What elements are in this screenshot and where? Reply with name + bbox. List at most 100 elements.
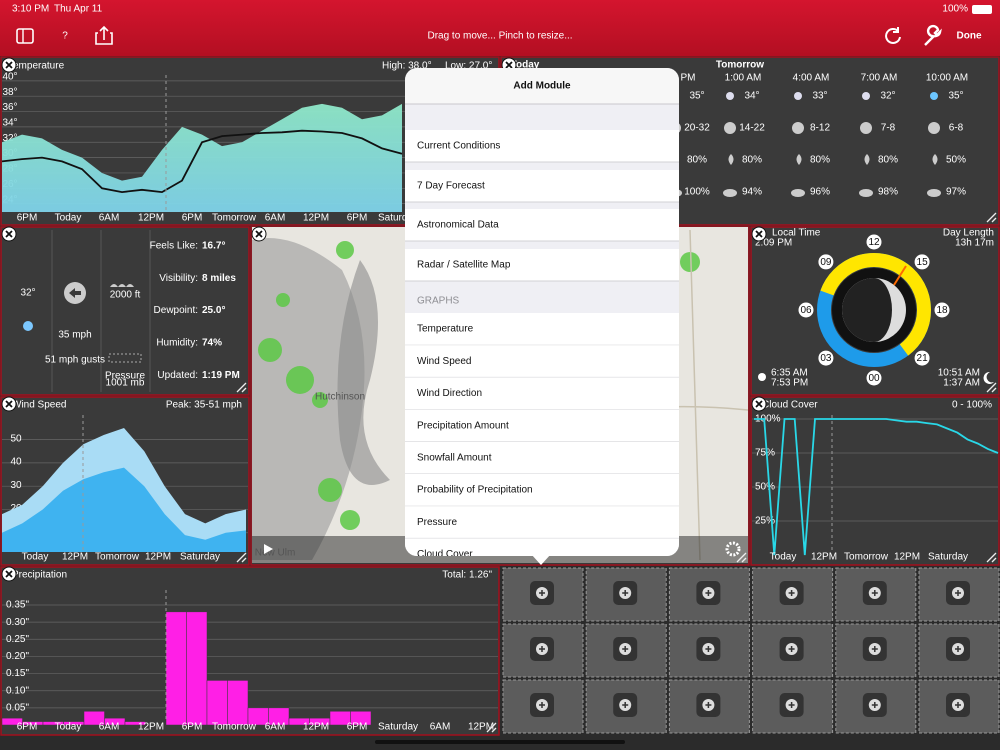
hour-label: 09 (820, 257, 832, 268)
pressure-value: 1001 mb (106, 378, 145, 389)
menu-item-label[interactable]: Snowfall Amount (417, 453, 492, 464)
toolbar-hint: Drag to move... Pinch to resize... (427, 31, 572, 42)
moonset: 1:37 AM (943, 378, 980, 389)
menu-item-label[interactable]: Probability of Precipitation (417, 485, 533, 496)
x-tick-label: 12PM (303, 722, 329, 733)
menu-item[interactable] (405, 170, 679, 202)
cloud-icon (859, 189, 873, 197)
condition-label: Dewpoint: (154, 305, 198, 316)
menu-item[interactable] (405, 249, 679, 281)
forecast-cloud: 94% (742, 187, 762, 198)
play-button[interactable] (264, 544, 273, 554)
cloud-line (754, 418, 999, 556)
menu-item[interactable] (405, 506, 679, 539)
plus-sign (539, 702, 545, 708)
day-length: 13h 17m (955, 238, 994, 249)
menu-item-label[interactable]: 7 Day Forecast (417, 181, 485, 192)
menu-item[interactable] (405, 313, 679, 346)
x-tick-label: 6PM (17, 213, 38, 224)
refresh-button[interactable] (885, 27, 901, 44)
close-x (505, 61, 513, 69)
resize-handle[interactable] (486, 722, 497, 733)
resize-handle[interactable] (736, 552, 747, 563)
settings-button[interactable] (924, 24, 942, 46)
y-tick-label: 0.30" (6, 617, 29, 628)
forecast-temp: 35° (948, 91, 963, 102)
menu-item[interactable] (405, 474, 679, 507)
resize-handle[interactable] (986, 552, 997, 563)
drop-icon (932, 154, 938, 165)
hour-label: 18 (936, 305, 948, 316)
x-tick-label: 6PM (182, 722, 203, 733)
precip-bar (186, 611, 208, 726)
menu-item[interactable] (405, 538, 679, 570)
precip-bar (124, 721, 146, 726)
share-button[interactable] (95, 25, 113, 45)
menu-item-label[interactable]: Wind Direction (417, 388, 482, 399)
low-label: Low: 27.0° (445, 61, 492, 72)
sidebar-button[interactable] (16, 28, 34, 44)
y-tick-label: 0.25" (6, 634, 29, 645)
high-label: High: 38.0° (382, 61, 432, 72)
resize-handle[interactable] (986, 382, 997, 393)
forecast-cloud: 96% (810, 187, 830, 198)
resize-handle[interactable] (236, 382, 247, 393)
x-tick-label: 6PM (17, 722, 38, 733)
cloud-icon (723, 189, 737, 197)
map-settings[interactable] (725, 541, 741, 557)
radar-cell (318, 478, 342, 502)
home-indicator (375, 740, 625, 744)
done-button[interactable]: Done (957, 31, 982, 42)
hour-label: 00 (868, 373, 880, 384)
condition-value: 8 miles (202, 273, 236, 284)
y-tick-label: 0.05" (6, 702, 29, 713)
x-tick-label: Today (55, 722, 82, 733)
today-header: Today (511, 60, 540, 71)
x-tick-label: 12PM (138, 213, 164, 224)
menu-item-label[interactable]: Precipitation Amount (417, 420, 509, 431)
plus-sign (705, 646, 712, 652)
plus-sign (788, 702, 795, 708)
top-bar (0, 0, 1000, 56)
menu-item-label[interactable]: Temperature (417, 324, 474, 335)
menu-item-label[interactable]: Pressure (417, 517, 457, 528)
plus-sign (622, 702, 629, 708)
condition-value: 74% (202, 338, 222, 349)
menu-item[interactable] (405, 409, 679, 442)
module (0, 226, 250, 396)
menu-item[interactable] (405, 377, 679, 410)
x-tick-label: 6PM (347, 213, 368, 224)
x-tick-label: Today (770, 552, 797, 563)
sun-icon (758, 373, 766, 381)
menu-item[interactable] (405, 209, 679, 241)
radar-cell (312, 392, 328, 408)
map-place: New Ulm (255, 548, 296, 559)
menu-item-label[interactable]: Radar / Satellite Map (417, 260, 511, 271)
y-tick-label: 40 (10, 457, 22, 468)
battery-icon (972, 5, 992, 14)
menu-item[interactable] (405, 345, 679, 378)
current-temp: 32° (20, 288, 35, 299)
menu-item-label[interactable]: Wind Speed (417, 356, 471, 367)
resize-handle[interactable] (236, 552, 247, 563)
module-title: Cloud Cover (762, 400, 818, 411)
plus-sign (871, 590, 878, 596)
resize-handle[interactable] (986, 212, 997, 223)
y-tick-label: 32° (2, 133, 17, 144)
menu-item-label[interactable]: Current Conditions (417, 141, 500, 152)
menu-item[interactable] (405, 441, 679, 474)
forecast-time: 7:00 AM (861, 73, 898, 84)
moon-icon (983, 371, 994, 384)
x-tick-label: Tomorrow (212, 722, 257, 733)
pressure-icon (108, 353, 142, 363)
plus-sign (622, 646, 629, 652)
forecast-cloud: 98% (878, 187, 898, 198)
module-title: Temperature (8, 61, 65, 72)
help-button[interactable]: ? (62, 31, 68, 42)
plus-sign (955, 702, 961, 708)
close-x (5, 570, 13, 578)
menu-item-label[interactable]: Cloud Cover (417, 549, 473, 560)
forecast-temp: 33° (812, 91, 827, 102)
menu-item-label[interactable]: Astronomical Data (417, 220, 499, 231)
menu-item[interactable] (405, 130, 679, 162)
